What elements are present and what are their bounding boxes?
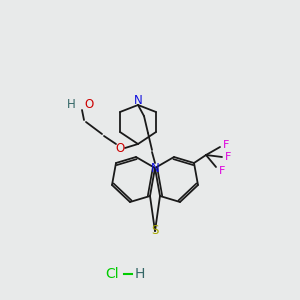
Text: Cl: Cl — [105, 267, 119, 281]
Text: N: N — [134, 94, 142, 106]
Text: H: H — [67, 98, 76, 110]
Text: N: N — [151, 161, 159, 175]
Text: F: F — [223, 140, 229, 150]
Text: F: F — [225, 152, 231, 162]
Text: O: O — [84, 98, 93, 110]
Text: F: F — [219, 166, 225, 176]
Text: S: S — [151, 224, 159, 238]
Text: H: H — [135, 267, 145, 281]
Text: O: O — [116, 142, 124, 154]
